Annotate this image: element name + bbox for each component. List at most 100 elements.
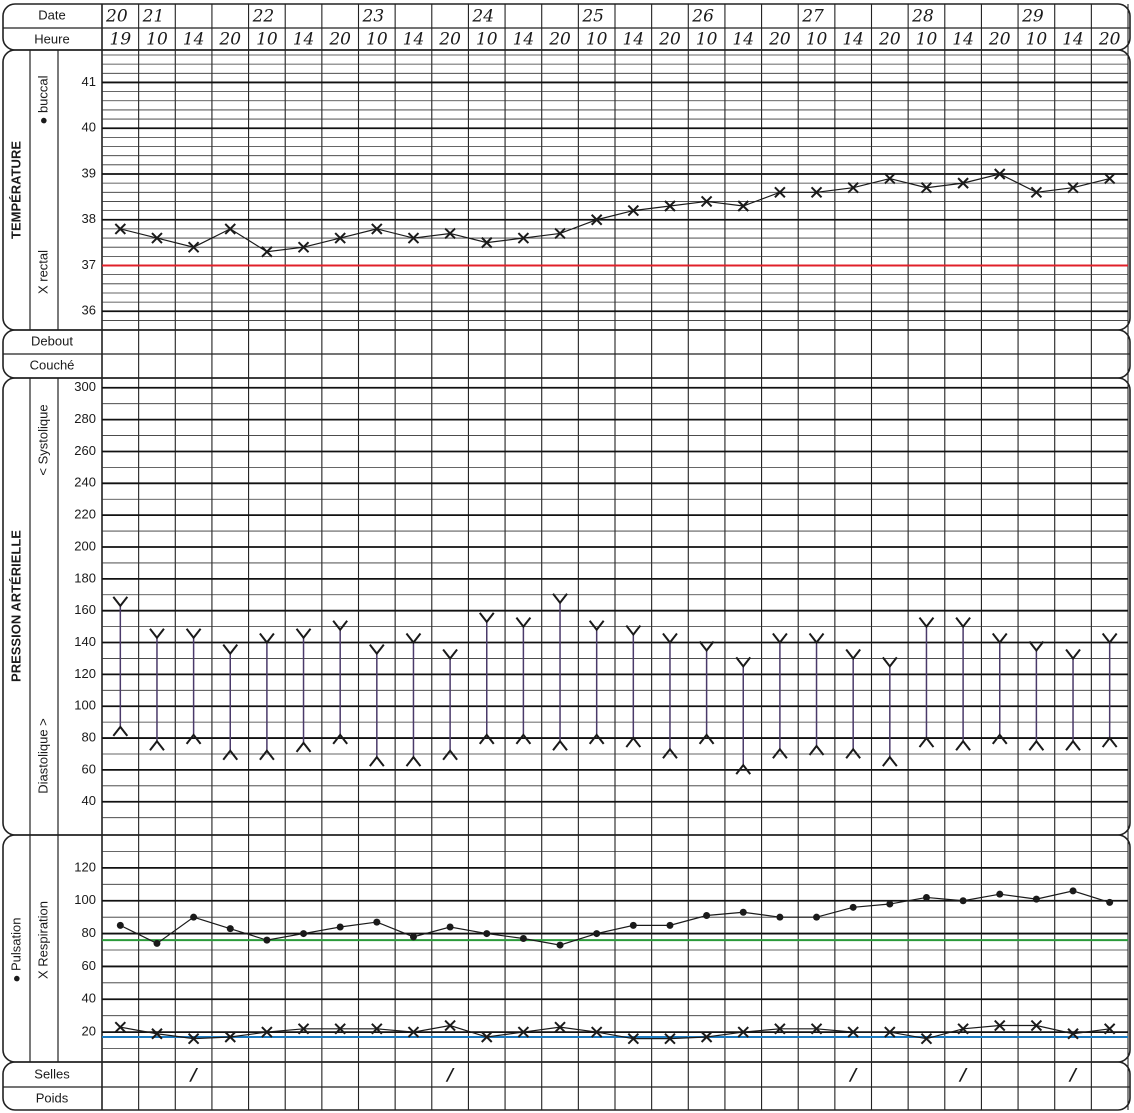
data-point [371, 1023, 383, 1035]
data-point [153, 939, 161, 947]
systolic-mark [295, 628, 312, 640]
stools-label: Selles [34, 1066, 70, 1081]
data-point [481, 1031, 493, 1043]
data-point [847, 182, 859, 194]
data-point [994, 1019, 1006, 1032]
systolic-mark [185, 628, 202, 640]
data-point [224, 1031, 236, 1043]
data-point [226, 925, 234, 933]
data-point [849, 903, 857, 911]
data-point [114, 1021, 127, 1033]
diastolic-mark [698, 733, 715, 745]
data-point [409, 933, 417, 941]
data-point [994, 168, 1006, 180]
y-tick-label: 280 [74, 411, 96, 426]
y-tick-label: 80 [82, 925, 96, 940]
time-label: 14 [403, 30, 425, 50]
time-label: 14 [623, 30, 645, 50]
time-label: 10 [146, 30, 168, 50]
time-label: 20 [768, 30, 791, 50]
diastolic-mark [662, 747, 678, 759]
data-point [151, 232, 163, 244]
y-tick-label: 36 [82, 303, 96, 318]
legend-label: Diastolique > [35, 718, 50, 794]
y-tick-label: 260 [74, 443, 96, 458]
time-label: 20 [218, 30, 241, 50]
systolic-mark [1065, 648, 1081, 661]
time-label: 14 [842, 30, 864, 50]
data-point [590, 1026, 603, 1038]
data-point [554, 1021, 566, 1033]
y-tick-label: 140 [74, 634, 96, 649]
systolic-mark [588, 620, 605, 632]
date-label: 29 [1021, 7, 1044, 27]
systolic-mark [552, 593, 568, 605]
diastolic-mark [259, 749, 275, 761]
time-label: 10 [916, 30, 938, 50]
data-point [1032, 895, 1040, 903]
data-point [334, 1023, 346, 1035]
legend-label: X Respiration [35, 901, 50, 979]
temperature-title: TEMPÉRATURE [8, 141, 23, 239]
y-tick-label: 240 [74, 475, 96, 490]
time-label: 14 [1062, 30, 1084, 50]
legend-label: ● buccal [35, 75, 50, 124]
data-point [996, 890, 1004, 898]
diastolic-mark [405, 755, 422, 767]
weight-label: Poids [36, 1090, 69, 1105]
data-point [810, 186, 823, 198]
data-point [517, 232, 530, 244]
time-label: 10 [256, 30, 278, 50]
legend-label: ● Pulsation [8, 918, 23, 983]
diastolic-mark [222, 749, 239, 761]
series-line [120, 1024, 1110, 1040]
y-tick-label: 60 [82, 761, 96, 776]
systolic-mark [808, 632, 825, 645]
systolic-mark [478, 612, 495, 624]
data-point [483, 930, 491, 938]
y-tick-label: 40 [82, 120, 96, 135]
data-point [700, 1031, 713, 1043]
standing-label: Debout [31, 333, 73, 348]
diastolic-mark [1065, 739, 1081, 751]
diastolic-mark [442, 749, 458, 761]
data-point [116, 921, 124, 929]
systolic-mark [369, 644, 385, 656]
systolic-mark [991, 632, 1008, 645]
time-label: 10 [586, 30, 608, 50]
systolic-mark [442, 648, 458, 661]
diastolic-mark [735, 763, 752, 775]
data-point [1030, 1019, 1043, 1032]
data-point [920, 182, 933, 194]
data-point [1067, 1028, 1079, 1040]
time-label: 10 [476, 30, 498, 50]
diastolic-mark [478, 733, 495, 745]
diastolic-mark [332, 733, 348, 745]
y-tick-label: 40 [82, 793, 96, 808]
data-point [1069, 887, 1077, 895]
data-point [114, 223, 127, 235]
systolic-mark [625, 624, 642, 637]
time-label: 14 [293, 30, 315, 50]
series-line [120, 890, 1110, 946]
data-point [774, 1023, 786, 1035]
diastolic-mark [918, 736, 935, 748]
y-tick-label: 160 [74, 602, 96, 617]
data-point [261, 1026, 273, 1038]
time-label: 20 [988, 30, 1011, 50]
y-tick-label: 60 [82, 958, 96, 973]
data-point [810, 1023, 823, 1035]
time-label: 14 [732, 30, 754, 50]
date-label: 21 [142, 7, 165, 27]
time-label: 20 [548, 30, 571, 50]
legend-label: < Systolique [35, 404, 50, 475]
data-point [959, 897, 967, 905]
diastolic-mark [1028, 739, 1045, 751]
data-point [1030, 186, 1043, 198]
date-label: 26 [691, 7, 714, 27]
date-label: 24 [471, 7, 494, 27]
systolic-mark [735, 656, 752, 669]
diastolic-mark [772, 747, 788, 759]
time-label: 19 [110, 30, 132, 50]
y-tick-label: 300 [74, 379, 96, 394]
